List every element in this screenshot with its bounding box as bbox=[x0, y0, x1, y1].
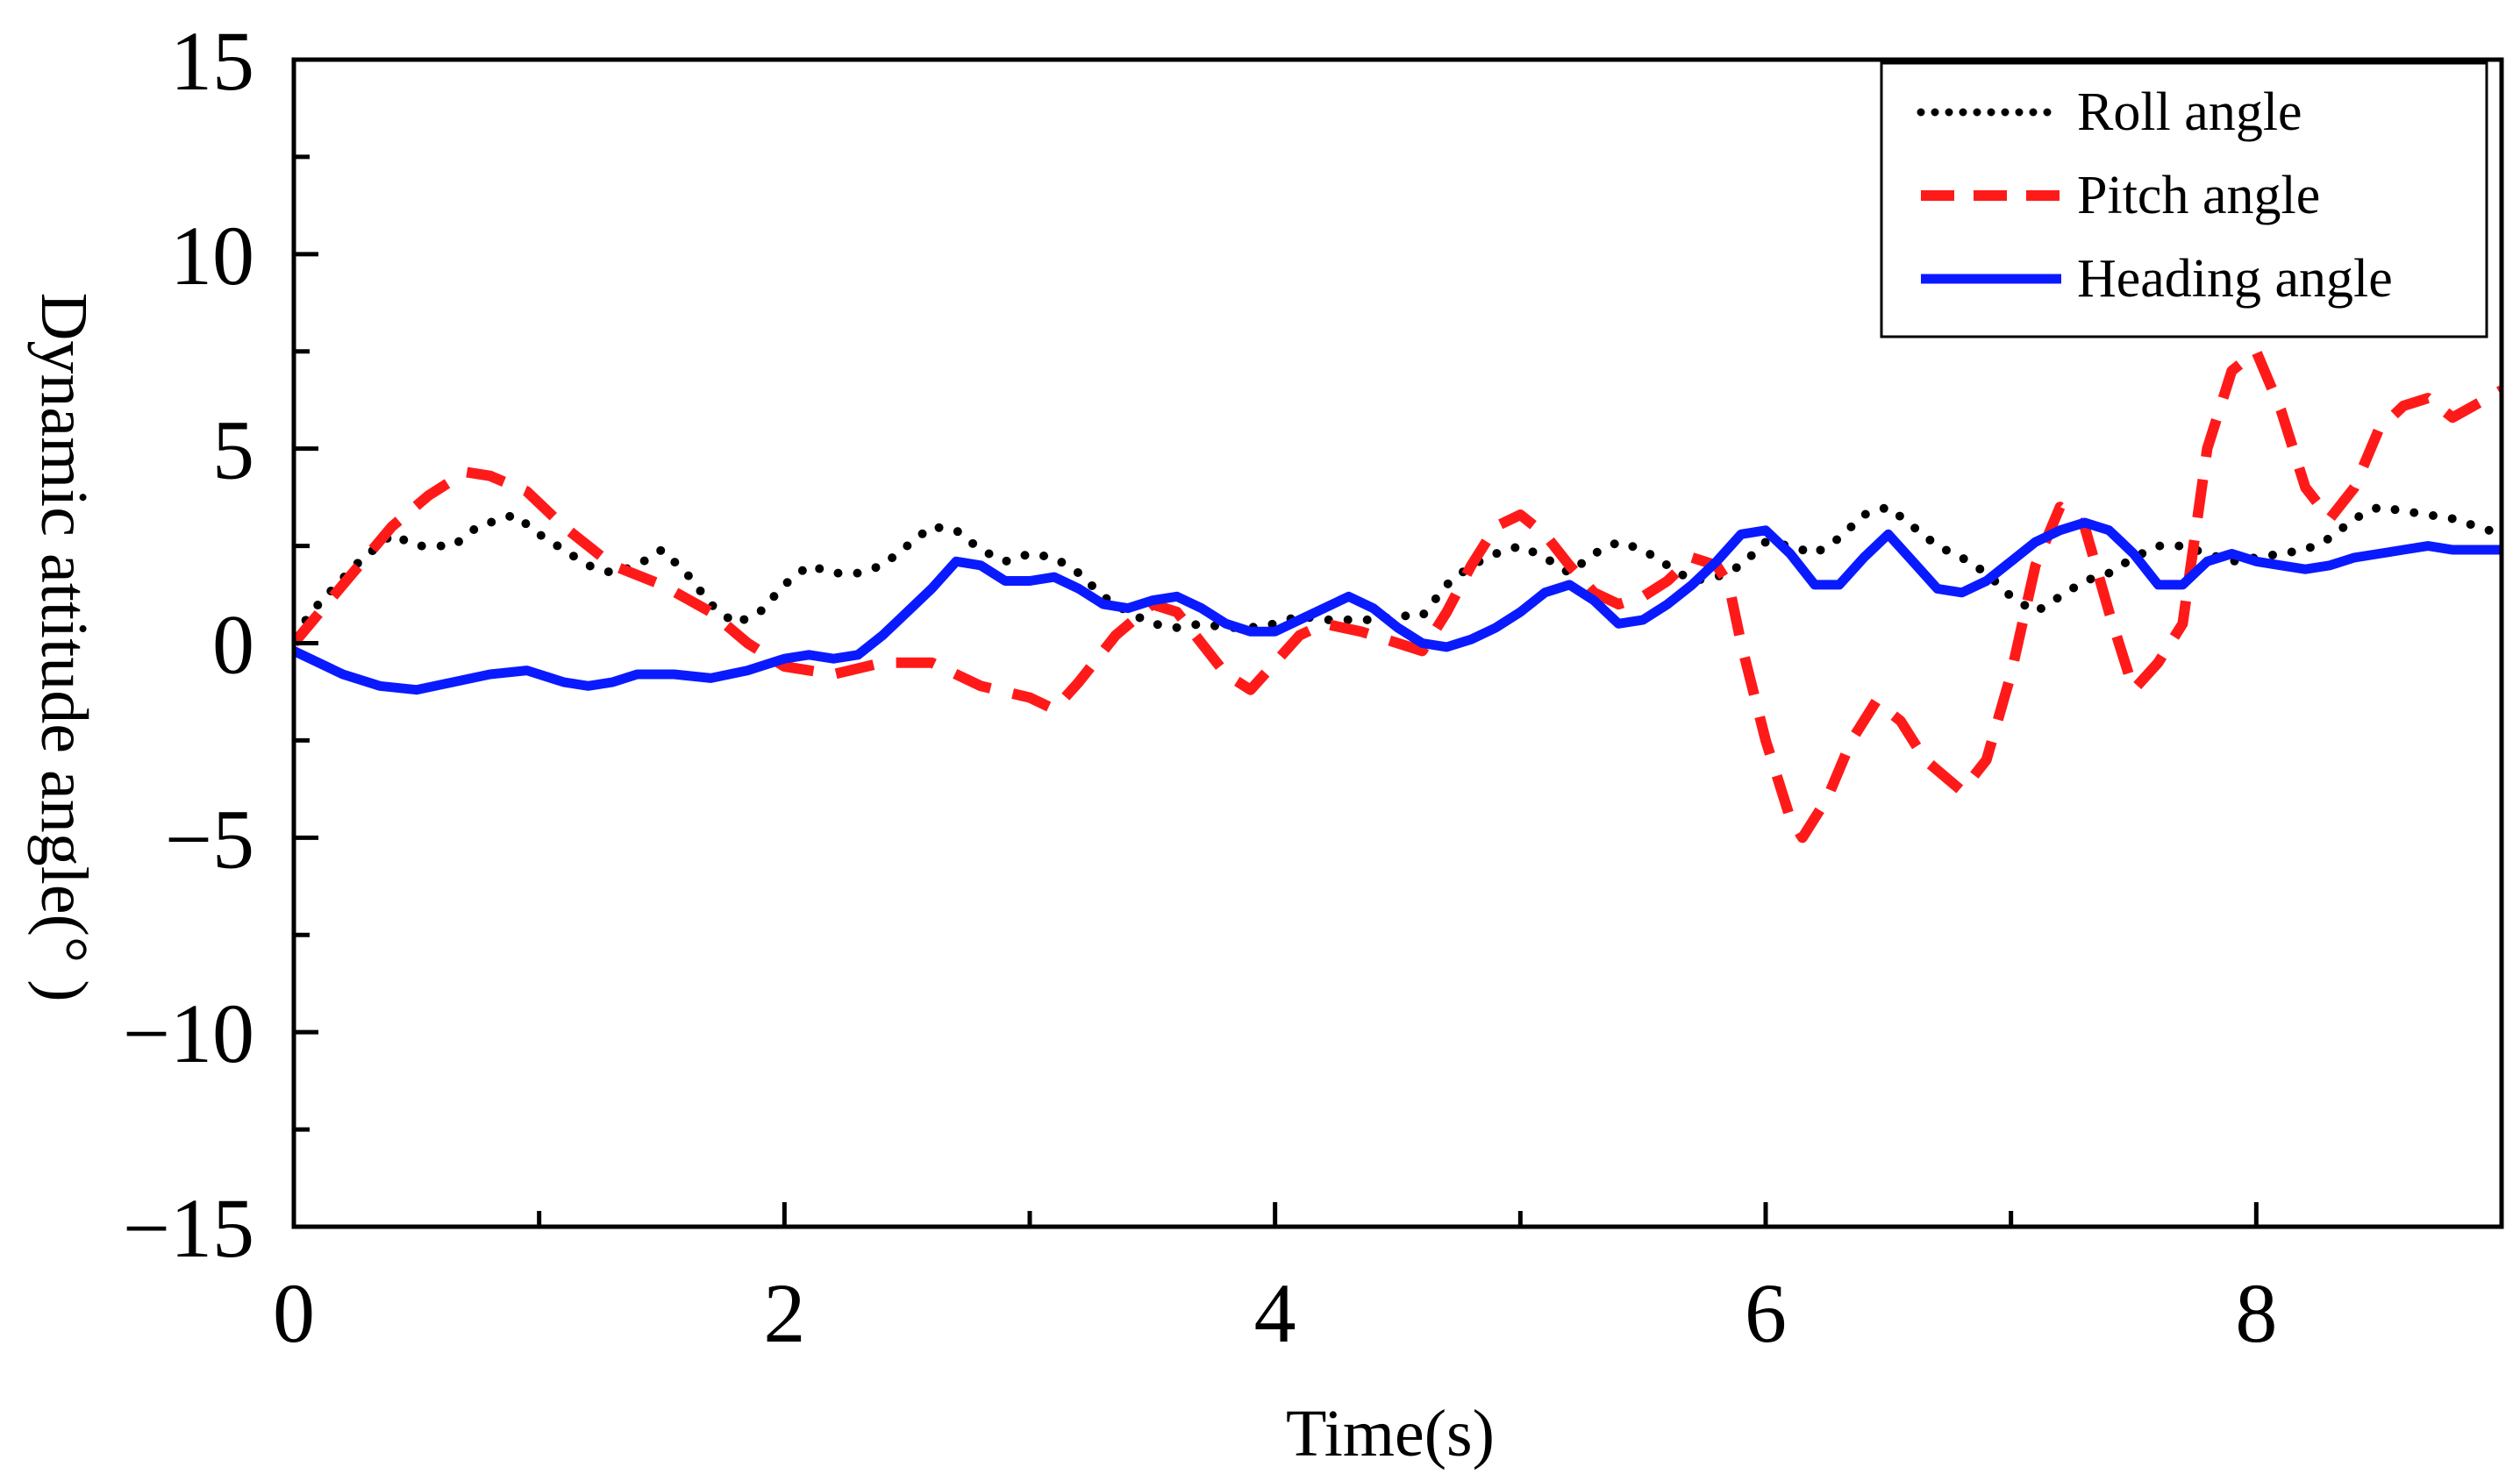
x-axis-title: Time(s) bbox=[1286, 1397, 1495, 1470]
y-tick-label: −15 bbox=[123, 1181, 254, 1275]
legend-label-roll-angle: Roll angle bbox=[2077, 82, 2302, 142]
legend: Roll angle Pitch angle Heading angle bbox=[1880, 61, 2488, 338]
x-tick-label: 8 bbox=[2235, 1266, 2277, 1360]
y-tick-label: 10 bbox=[170, 209, 254, 303]
y-tick-label: 0 bbox=[212, 598, 254, 692]
y-tick-label: 15 bbox=[170, 14, 254, 108]
x-tick-label: 4 bbox=[1254, 1266, 1296, 1360]
x-tick-label: 0 bbox=[273, 1266, 315, 1360]
plot-layer bbox=[294, 345, 2502, 844]
series-line-heading-angle bbox=[294, 517, 2502, 695]
x-tick-label: 2 bbox=[763, 1266, 805, 1360]
legend-label-heading-angle: Heading angle bbox=[2077, 249, 2393, 309]
axes-layer: 0 2 4 6 8 15 10 5 0 −5 −10 −15 Time(s) Dynamic attitu… bbox=[27, 14, 2504, 1470]
y-tick-label: −5 bbox=[165, 792, 254, 886]
x-tick-label: 6 bbox=[1745, 1266, 1787, 1360]
y-tick-label: −10 bbox=[123, 986, 254, 1080]
legend-label-pitch-angle: Pitch angle bbox=[2077, 166, 2320, 225]
y-axis-title: Dynamic attitude angle(° ) bbox=[27, 292, 101, 1001]
series-line-pitch-angle bbox=[294, 345, 2502, 844]
series-line-roll-angle bbox=[294, 502, 2502, 640]
y-tick-label: 5 bbox=[212, 403, 254, 497]
